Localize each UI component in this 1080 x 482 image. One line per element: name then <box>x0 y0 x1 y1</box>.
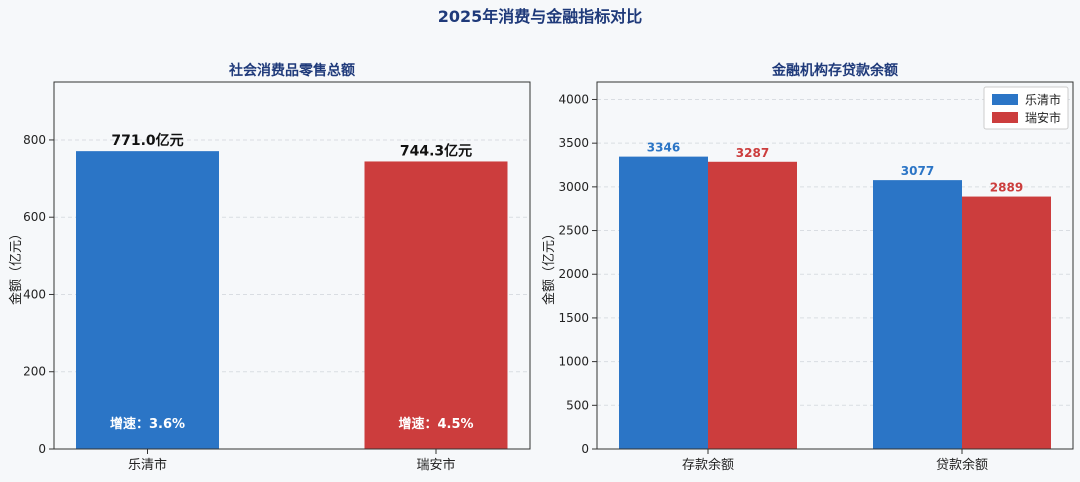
deposit-loan-y-tick-label: 1000 <box>558 355 589 369</box>
figure-title: 2025年消费与金融指标对比 <box>438 7 643 26</box>
retail-y-tick-label: 800 <box>23 133 46 147</box>
deposit-loan-y-tick-label: 1500 <box>558 311 589 325</box>
deposit-loan-chart-title: 金融机构存贷款余额 <box>771 62 898 79</box>
deposit-loan-chart: 金融机构存贷款余额 3346 3287 3077 2889 0 500 1000 1500 2… <box>541 62 1074 473</box>
deposit-loan-y-ticks: 0 500 1000 1500 2000 2500 3000 3500 4000 <box>558 92 597 456</box>
deposit-loan-value-label: 3077 <box>901 164 934 178</box>
retail-growth-label: 增速：4.5% <box>398 416 473 432</box>
retail-x-tick-label: 乐清市 <box>128 457 167 473</box>
deposit-loan-bars: 3346 3287 3077 2889 <box>619 141 1051 449</box>
deposit-loan-y-tick-label: 500 <box>566 398 589 412</box>
retail-chart-title: 社会消费品零售总额 <box>228 62 355 79</box>
retail-y-tick-label: 600 <box>23 210 46 224</box>
deposit-loan-x-ticks: 存款余额 贷款余额 <box>682 449 988 473</box>
deposit-loan-plot-frame <box>596 81 1074 450</box>
deposit-loan-bar <box>619 156 708 449</box>
retail-y-ticks: 0 200 400 600 800 <box>23 133 54 456</box>
retail-value-label: 744.3亿元 <box>400 142 472 159</box>
deposit-loan-y-tick-label: 2500 <box>558 224 589 238</box>
retail-growth-label: 增速：3.6% <box>110 416 185 432</box>
deposit-loan-x-tick-label: 存款余额 <box>682 457 734 473</box>
deposit-loan-x-tick-label: 贷款余额 <box>936 457 988 473</box>
deposit-loan-y-tick-label: 3500 <box>558 136 589 150</box>
deposit-loan-y-axis-label: 金额（亿元） <box>541 227 557 305</box>
deposit-loan-y-tick-label: 3000 <box>558 180 589 194</box>
retail-y-tick-label: 200 <box>23 365 46 379</box>
retail-value-label: 771.0亿元 <box>111 132 183 149</box>
deposit-loan-bar <box>708 161 797 449</box>
deposit-loan-y-tick-label: 4000 <box>558 92 589 106</box>
deposit-loan-bar <box>873 180 962 449</box>
retail-plot-frame <box>53 81 531 450</box>
deposit-loan-value-label: 2889 <box>990 181 1023 195</box>
retail-bar <box>364 161 508 450</box>
legend-swatch-ruian <box>992 112 1018 123</box>
retail-y-tick-label: 400 <box>23 287 46 301</box>
retail-bar <box>76 151 219 450</box>
deposit-loan-y-tick-label: 0 <box>581 442 589 456</box>
retail-x-tick-label: 瑞安市 <box>416 457 455 473</box>
deposit-loan-value-label: 3346 <box>647 141 680 155</box>
retail-y-tick-label: 0 <box>38 442 46 456</box>
legend-label-ruian: 瑞安市 <box>1025 110 1061 125</box>
deposit-loan-bar <box>962 196 1051 449</box>
retail-y-axis-label: 金额（亿元） <box>8 227 24 305</box>
legend-swatch-leqing <box>992 94 1018 105</box>
retail-x-ticks: 乐清市 瑞安市 <box>128 449 456 473</box>
legend-label-leqing: 乐清市 <box>1025 92 1061 107</box>
deposit-loan-value-label: 3287 <box>736 146 769 160</box>
deposit-loan-y-tick-label: 2000 <box>558 267 589 281</box>
deposit-loan-legend: 乐清市 瑞安市 <box>983 86 1069 130</box>
